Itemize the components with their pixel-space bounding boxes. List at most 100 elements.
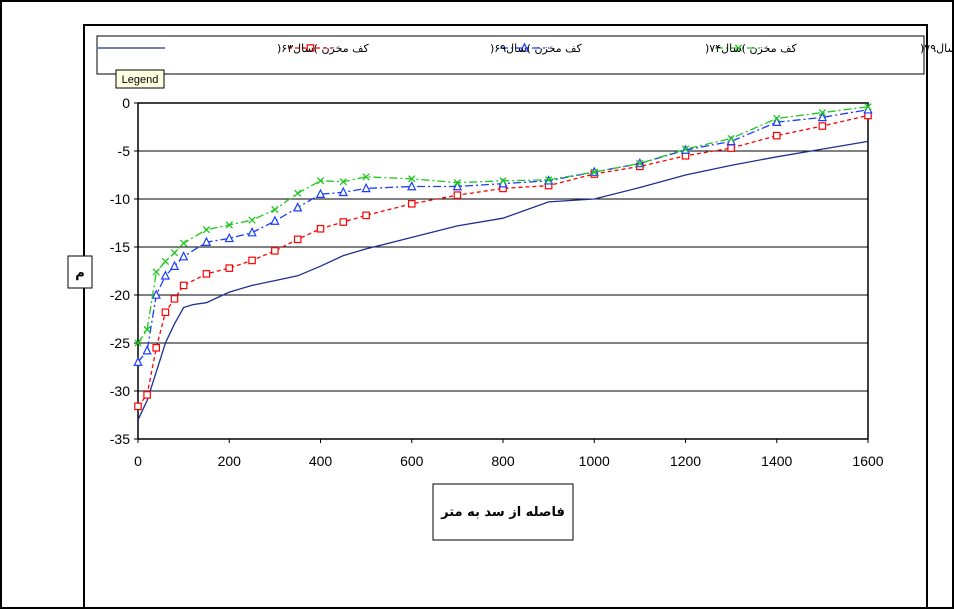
- data-point-triangle: [160, 270, 171, 280]
- x-title-border: [432, 483, 574, 541]
- x-tick-label: 800: [491, 453, 515, 469]
- data-point-square: [170, 295, 179, 303]
- data-point-triangle: [772, 116, 782, 127]
- y-tick-label: -10: [110, 191, 130, 207]
- x-tick-label: 400: [309, 453, 333, 469]
- legend-item: کف مخزن )سال۷۹(: [715, 42, 954, 55]
- legend-label: کف مخزن )سال۶۹(: [490, 42, 582, 55]
- data-point-triangle: [201, 236, 212, 246]
- data-point-square: [248, 256, 256, 265]
- data-point-x: [339, 178, 347, 186]
- x-tick-label: 200: [218, 453, 242, 469]
- data-point-triangle: [519, 42, 530, 52]
- y-tick-label: -5: [118, 143, 131, 159]
- data-point-x: [179, 239, 188, 247]
- data-point-square: [179, 281, 188, 290]
- legend: کف مخزن )سال۷۹( کف مخزن )سال۷۴( کف مخزن )س…: [98, 42, 954, 55]
- chart-border: [83, 24, 928, 609]
- data-point-triangle: [270, 215, 280, 225]
- data-point-x: [271, 205, 279, 214]
- x-tick-label: 1000: [579, 453, 610, 469]
- x-tick-label: 0: [134, 453, 142, 469]
- data-point-x: [734, 44, 743, 52]
- x-tick-label: 1400: [761, 453, 792, 469]
- legend-label: کف مخزن )سال۷۹(: [920, 42, 954, 55]
- data-point-x: [590, 168, 598, 176]
- data-point-x: [499, 177, 507, 185]
- legend-label: کف مخزن )سال۶۳(: [277, 42, 369, 55]
- data-point-x: [727, 134, 735, 143]
- data-point-x: [170, 249, 179, 257]
- series-3: [133, 104, 873, 366]
- data-point-triangle: [338, 186, 348, 197]
- data-point-x: [681, 145, 690, 153]
- data-point-triangle: [361, 182, 371, 193]
- data-point-x: [362, 173, 370, 181]
- legend-item: کف مخزن )سال۶۹(: [288, 42, 582, 55]
- tooltip-box: [115, 69, 165, 89]
- data-point-square: [271, 247, 279, 255]
- data-point-x: [143, 325, 151, 334]
- data-point-square: [306, 44, 315, 52]
- data-point-x: [134, 339, 142, 347]
- data-point-triangle: [315, 188, 326, 198]
- data-point-x: [636, 159, 644, 168]
- data-point-x: [864, 103, 872, 111]
- y-tick-label: -15: [110, 239, 130, 255]
- grid: [138, 150, 868, 392]
- data-point-x: [161, 257, 170, 266]
- y-ticks: 0 -5 -10 -15 -20 -25 -30 -35: [110, 95, 138, 447]
- data-point-x: [248, 216, 256, 224]
- data-point-triangle: [407, 180, 417, 191]
- x-tick-label: 600: [400, 453, 424, 469]
- data-point-triangle: [178, 251, 189, 261]
- data-point-triangle: [247, 227, 257, 237]
- y-title-border: [67, 255, 93, 289]
- y-tick-label: 0: [122, 95, 130, 111]
- data-point-square: [407, 200, 416, 208]
- data-point-square: [152, 344, 161, 352]
- data-point-x: [152, 268, 160, 276]
- legend-box: [96, 35, 925, 75]
- data-point-x: [294, 189, 302, 197]
- x-ticks: 0 200 400 600 800 1000 1200 1400 1600: [134, 439, 884, 469]
- data-point-x: [408, 175, 416, 183]
- data-point-square: [818, 122, 827, 130]
- data-point-square: [293, 235, 302, 244]
- data-point-square: [316, 224, 325, 233]
- data-point-triangle: [133, 356, 143, 366]
- data-point-square: [134, 402, 142, 411]
- data-point-x: [773, 114, 781, 123]
- x-axis-title-box: فاصله از سد به متر: [432, 483, 574, 541]
- data-point-square: [362, 211, 370, 220]
- legend-label: کف مخزن )سال۷۴(: [705, 42, 797, 55]
- y-axis-title-box: م: [67, 255, 93, 289]
- series-4: [134, 103, 872, 347]
- tooltip-text: Legend: [122, 74, 159, 86]
- data-point-square: [225, 264, 234, 272]
- data-point-triangle: [151, 289, 161, 299]
- y-tick-label: -25: [110, 335, 130, 351]
- data-point-square: [339, 218, 348, 226]
- y-tick-label: -35: [110, 431, 130, 447]
- legend-item: کف مخزن )سال۶۳(: [98, 42, 369, 55]
- data-point-triangle: [224, 232, 234, 243]
- data-point-triangle: [817, 111, 828, 122]
- data-point-x: [818, 108, 827, 117]
- data-point-square: [453, 191, 462, 199]
- data-point-x: [225, 221, 233, 229]
- data-point-square: [202, 270, 211, 278]
- y-tick-label: -30: [110, 383, 130, 399]
- series-line: [137, 140, 869, 421]
- data-point-triangle: [169, 260, 180, 270]
- series: [133, 103, 873, 421]
- series-1: [137, 140, 869, 421]
- data-point-x: [453, 179, 462, 187]
- legend-tooltip: Legend: [115, 69, 165, 89]
- data-point-square: [772, 131, 781, 140]
- x-tick-label: 1600: [852, 453, 883, 469]
- data-point-triangle: [142, 345, 152, 355]
- data-point-x: [544, 176, 553, 184]
- data-point-triangle: [293, 202, 303, 212]
- data-point-square: [161, 308, 170, 317]
